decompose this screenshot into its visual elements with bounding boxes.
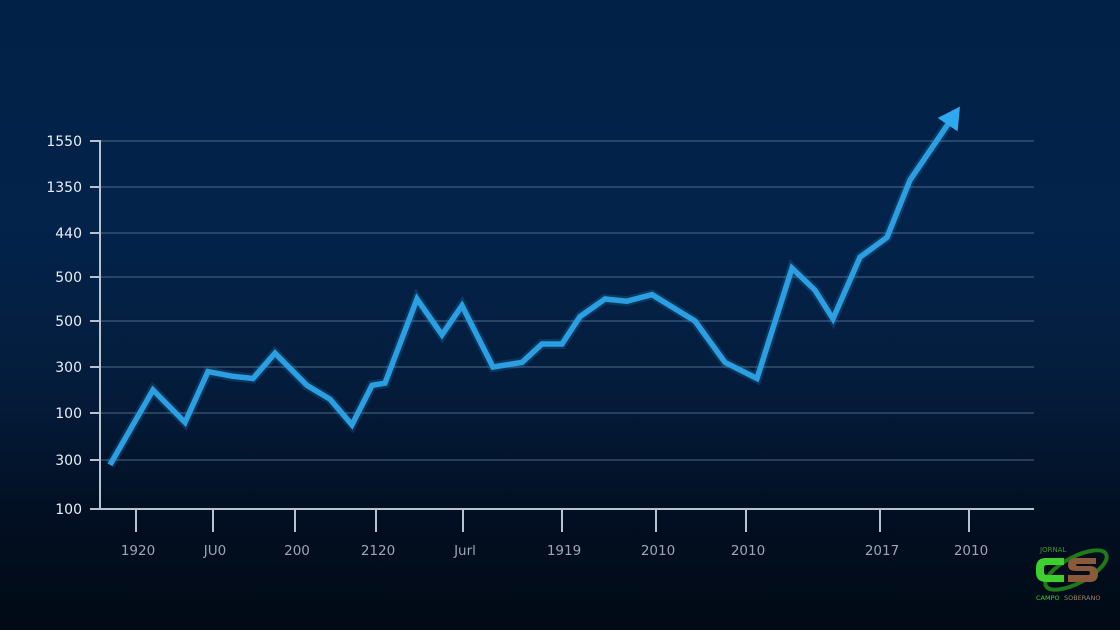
x-tick-label: 2010 (641, 543, 675, 559)
arrow-up-icon (937, 106, 960, 132)
logo-c-letter (1036, 558, 1064, 582)
y-tick-label: 300 (55, 453, 82, 469)
y-tick-label: 1550 (46, 134, 82, 150)
series-trend (105, 106, 960, 468)
y-tick-label: 100 (55, 406, 82, 422)
logo-s-letter (1068, 558, 1098, 582)
y-axis-line (92, 140, 101, 510)
x-tick-label: JU0 (203, 543, 226, 559)
x-tick-label: 1920 (121, 543, 155, 559)
x-tick-label: 1919 (547, 543, 581, 559)
x-tick-label: Jurl (453, 543, 476, 559)
y-tick-label: 300 (55, 360, 82, 376)
logo-bottom-text-campo: CAMPO (1036, 594, 1060, 602)
y-tick-label: 1350 (46, 180, 82, 196)
x-axis-ticks: 1920 JU0 200 2120 Jurl 1919 2010 2010 2017 2010 (121, 509, 988, 559)
y-tick-label: 100 (55, 502, 82, 518)
logo-bottom-text-soberano: SOBERANO (1064, 594, 1101, 602)
x-tick-label: 2010 (731, 543, 765, 559)
x-tick-label: 2017 (865, 543, 899, 559)
x-tick-label: 2010 (954, 543, 988, 559)
logo-top-text: JORNAL (1039, 546, 1066, 554)
gridlines (100, 140, 1034, 461)
y-axis-ticks: 100 300 100 300 500 500 440 1350 1550 (46, 134, 100, 518)
y-tick-label: 440 (55, 226, 82, 242)
y-tick-label: 500 (55, 314, 82, 330)
x-tick-label: 200 (284, 543, 310, 559)
x-tick-label: 2120 (361, 543, 395, 559)
y-tick-label: 500 (55, 270, 82, 286)
jornal-campo-soberano-logo: JORNAL CAMPO SOBERANO (1030, 540, 1114, 606)
series-line (107, 121, 952, 467)
